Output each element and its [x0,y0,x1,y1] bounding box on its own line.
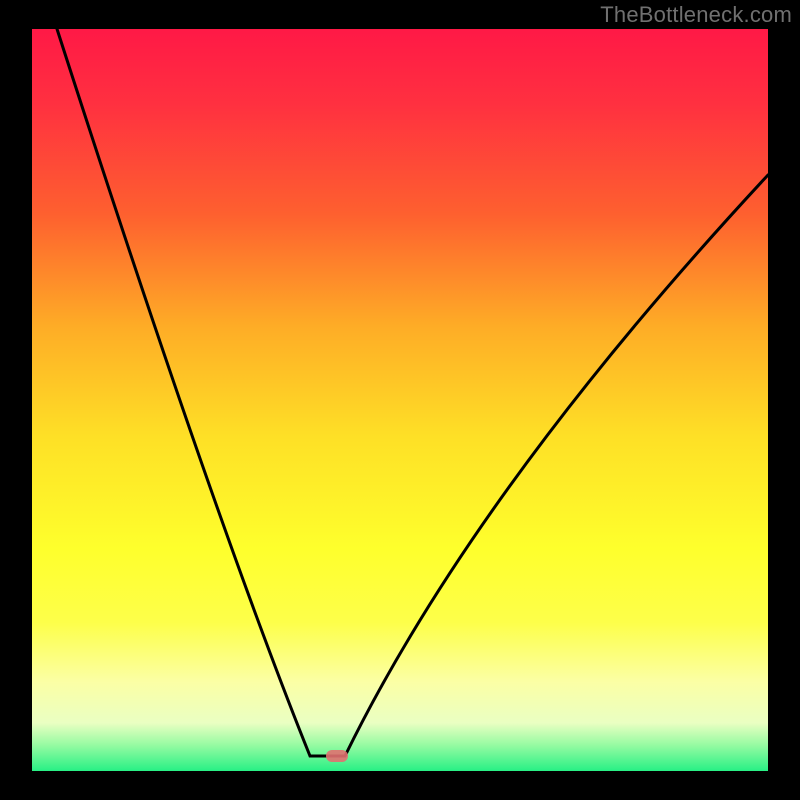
gradient-background [32,29,768,771]
optimum-marker [326,750,348,762]
bottleneck-chart [0,0,800,800]
watermark-text: TheBottleneck.com [600,2,792,28]
chart-container: TheBottleneck.com [0,0,800,800]
